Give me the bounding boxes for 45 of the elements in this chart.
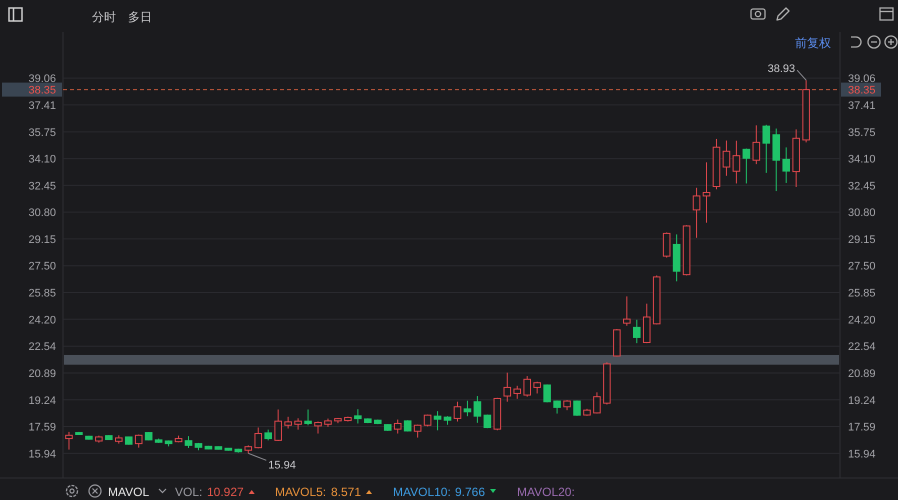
y2-tick-label: 15.94 xyxy=(848,448,876,460)
text: 多日 xyxy=(128,10,152,24)
y2-tick-label: 17.59 xyxy=(848,422,876,434)
text: MAVOL5: xyxy=(275,485,326,499)
annotation: 前复权 xyxy=(795,36,831,50)
y-tick-label: 34.10 xyxy=(28,154,56,166)
y-tick-label: 27.50 xyxy=(28,260,56,273)
y-tick-label: 25.85 xyxy=(28,287,56,300)
text: VOL: xyxy=(175,485,202,499)
y2-tick-label: 19.24 xyxy=(848,394,876,407)
text: 8.571 xyxy=(331,485,362,499)
y-tick-label: 22.54 xyxy=(28,341,56,354)
y2-tick-label: 32.45 xyxy=(848,180,876,192)
y-tick-label: 30.80 xyxy=(28,207,56,220)
text: 38.35 xyxy=(848,84,876,97)
text: 9.766 xyxy=(455,485,486,499)
annotation: 15.94 xyxy=(268,459,296,472)
y2-tick-label: 27.50 xyxy=(848,260,876,273)
ref-line-label: 38.35 xyxy=(28,84,56,97)
annotation: 38.93 xyxy=(768,63,796,76)
y2-tick-label: 30.80 xyxy=(848,207,876,220)
y-tick-label: 24.20 xyxy=(28,314,56,326)
text: MAVOL10: xyxy=(393,485,451,499)
y-tick-label: 37.41 xyxy=(28,100,56,112)
y-tick-label: 19.24 xyxy=(28,394,56,407)
y-tick-label: 20.89 xyxy=(28,368,56,380)
y2-tick-label: 39.06 xyxy=(848,73,876,86)
text: MAVOL xyxy=(108,485,150,499)
y-tick-label: 32.45 xyxy=(28,180,56,192)
y2-tick-label: 25.85 xyxy=(848,287,876,300)
y2-tick-label: 29.15 xyxy=(848,234,876,246)
y2-tick-label: 24.20 xyxy=(848,314,876,326)
y2-tick-label: 37.41 xyxy=(848,100,876,112)
y2-tick-label: 20.89 xyxy=(848,368,876,380)
y2-tick-label: 35.75 xyxy=(848,126,876,139)
text: 10.927 xyxy=(207,485,244,499)
y2-tick-label: 22.54 xyxy=(848,341,876,354)
y-tick-label: 15.94 xyxy=(28,448,56,460)
text: 分时 xyxy=(92,10,116,24)
text: MAVOL20: xyxy=(517,485,575,499)
y-tick-label: 17.59 xyxy=(28,422,56,434)
y-tick-label: 35.75 xyxy=(28,126,56,139)
y2-tick-label: 34.10 xyxy=(848,154,876,166)
y-tick-label: 29.15 xyxy=(28,234,56,246)
y-tick-label: 39.06 xyxy=(28,73,56,86)
